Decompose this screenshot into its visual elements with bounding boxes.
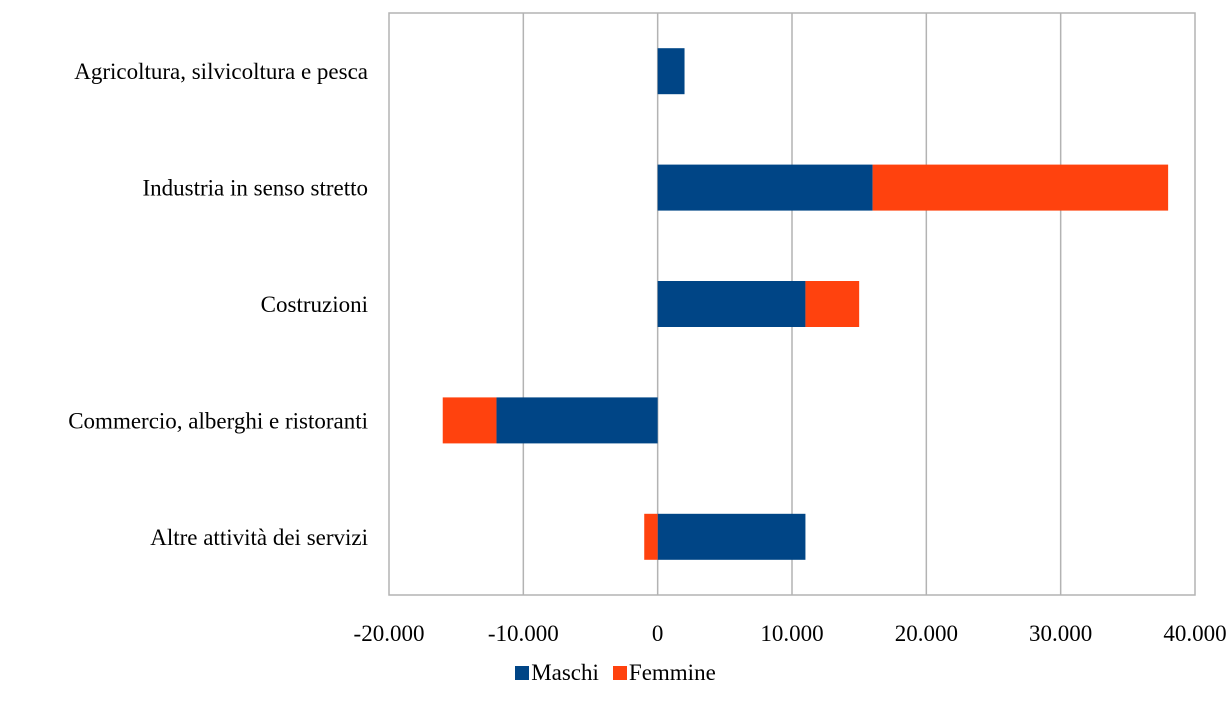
x-tick-label: -20.000	[354, 621, 425, 646]
bars	[442, 48, 1169, 560]
x-tick-label: 30.000	[1029, 621, 1092, 646]
bar-maschi	[657, 281, 806, 327]
category-label: Industria in senso stretto	[143, 176, 369, 201]
legend-swatch-maschi	[515, 666, 530, 680]
category-label: Altre attività dei servizi	[150, 525, 368, 550]
bar-femmine	[644, 513, 658, 560]
bar-maschi	[657, 164, 873, 211]
bar-maschi	[657, 513, 806, 560]
x-tick-label: 20.000	[895, 621, 958, 646]
plot-area-border	[388, 12, 1196, 596]
category-label: Costruzioni	[261, 292, 368, 317]
x-tick-label: 10.000	[760, 621, 823, 646]
category-label: Commercio, alberghi e ristoranti	[68, 408, 368, 433]
legend-swatch-femmine	[612, 666, 627, 680]
legend-item-maschi: Maschi	[515, 660, 599, 686]
legend-item-femmine: Femmine	[612, 660, 716, 686]
bar-femmine	[872, 164, 1169, 211]
category-label: Agricoltura, silvicoltura e pesca	[74, 59, 368, 84]
bar-maschi	[657, 48, 685, 95]
category-labels: Agricoltura, silvicoltura e pesca Industr…	[68, 59, 368, 550]
x-tick-label: 0	[652, 621, 664, 646]
bar-femmine	[805, 281, 860, 327]
legend-label-maschi: Maschi	[531, 660, 599, 685]
legend: Maschi Femmine	[0, 660, 1231, 686]
x-tick-label: -10.000	[488, 621, 559, 646]
bar-femmine	[442, 397, 497, 444]
bar-maschi	[496, 397, 658, 444]
legend-label-femmine: Femmine	[628, 660, 716, 685]
x-tick-labels: -20.000 -10.000 0 10.000 20.000 30.000 40.000	[354, 621, 1227, 646]
x-tick-label: 40.000	[1163, 621, 1226, 646]
